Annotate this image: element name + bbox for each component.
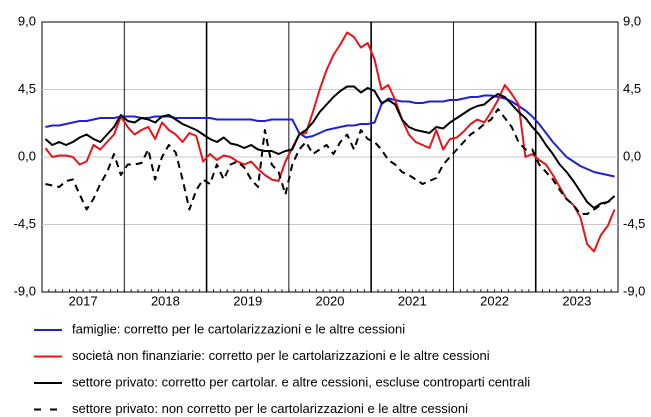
- y-tick-label: 0,0: [18, 148, 36, 163]
- x-tick-label: 2018: [151, 293, 180, 308]
- legend-label: famiglie: corretto per le cartolarizzazi…: [72, 321, 405, 336]
- x-tick-label: 2017: [69, 293, 98, 308]
- legend-label: settore privato: corretto per cartolar. …: [72, 374, 530, 389]
- legend-label: società non finanziarie: corretto per le…: [72, 348, 490, 363]
- y-tick-label: -4,5: [14, 216, 36, 231]
- series-line: [44, 31, 616, 253]
- y2-tick-label: -4,5: [623, 216, 645, 231]
- x-tick-label: 2022: [480, 293, 509, 308]
- legend-label: settore privato: non corretto per le car…: [72, 401, 468, 416]
- series-line: [45, 108, 615, 215]
- x-tick-label: 2019: [233, 293, 262, 308]
- y-tick-label: -9,0: [14, 283, 36, 298]
- y2-tick-label: -9,0: [623, 283, 645, 298]
- series-line: [44, 85, 616, 209]
- x-tick-label: 2021: [398, 293, 427, 308]
- x-tick-label: 2020: [316, 293, 345, 308]
- y-tick-label: 4,5: [18, 81, 36, 96]
- y-tick-label: 9,0: [18, 13, 36, 28]
- x-tick-label: 2023: [562, 293, 591, 308]
- y2-tick-label: 0,0: [623, 148, 641, 163]
- y2-tick-label: 9,0: [623, 13, 641, 28]
- y2-tick-label: 4,5: [623, 81, 641, 96]
